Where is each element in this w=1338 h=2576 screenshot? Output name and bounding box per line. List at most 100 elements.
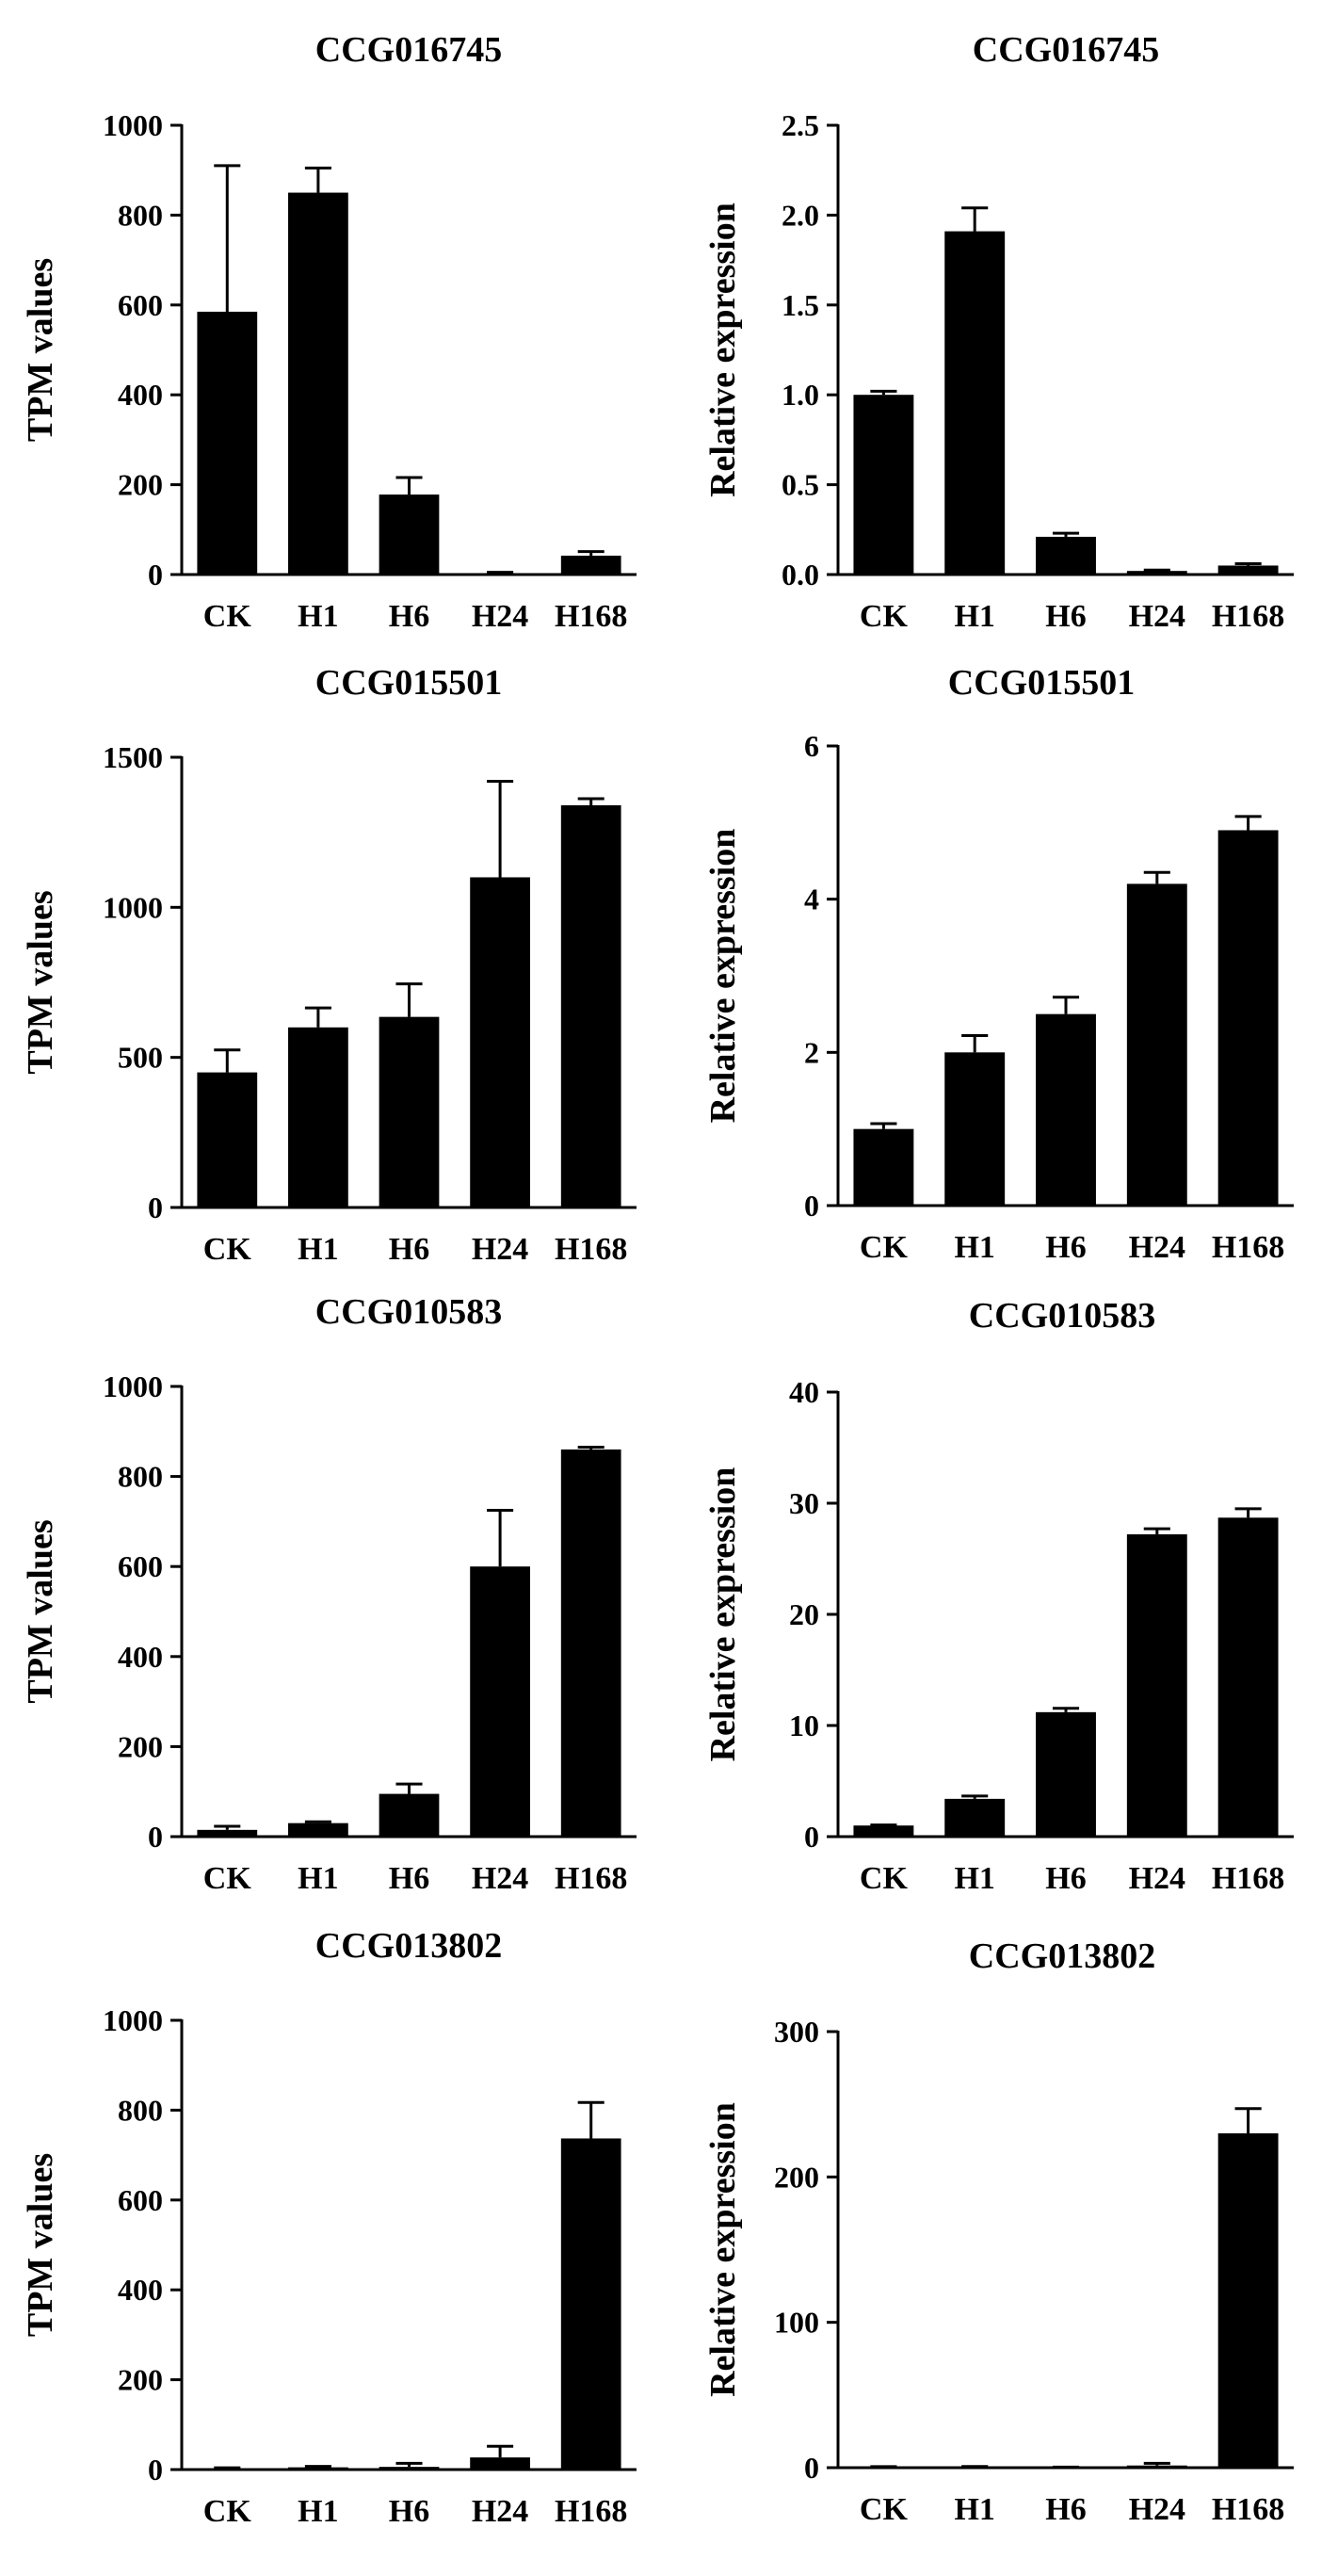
- bar: [1036, 1013, 1096, 1206]
- y-tick-label: 1000: [103, 1369, 163, 1403]
- chart-title: CCG015501: [948, 663, 1135, 703]
- x-tick-label: H1: [298, 599, 338, 634]
- x-tick-label: H24: [1129, 1861, 1185, 1896]
- chart-title: CCG013802: [315, 1926, 502, 1966]
- bar: [288, 2467, 348, 2470]
- y-tick-label: 1.0: [782, 378, 819, 412]
- x-tick-label: H24: [472, 1861, 528, 1896]
- bar: [853, 395, 914, 575]
- x-tick-label: H24: [1129, 1230, 1185, 1265]
- x-tick-label: CK: [860, 599, 909, 634]
- y-tick-label: 0: [804, 2451, 819, 2485]
- chart-panel-3: CCG015501 TPM values 0 500 1000 1500 CK H1 H6 H24…: [21, 663, 637, 1267]
- bar: [379, 494, 440, 575]
- y-tick-label: 2: [804, 1035, 819, 1069]
- x-tick-label: H1: [954, 1230, 994, 1265]
- x-tick-label: H1: [298, 1861, 338, 1896]
- bar: [1036, 1711, 1096, 1837]
- x-tick-label: H168: [1212, 1230, 1284, 1265]
- chart-panel-7: CCG013802 TPM values 0 200 400 600 800 1000 CK H1…: [21, 1926, 637, 2529]
- bar: [379, 1016, 440, 1207]
- x-tick-label: H1: [954, 2492, 994, 2527]
- x-tick-label: H24: [472, 1232, 528, 1267]
- x-tick-label: H6: [389, 1861, 429, 1896]
- x-tick-label: H6: [1045, 1861, 1086, 1896]
- x-tick-label: H24: [472, 2494, 528, 2529]
- bar: [288, 1027, 348, 1207]
- x-tick-label: CK: [860, 1861, 909, 1896]
- bar: [1126, 1534, 1187, 1837]
- y-tick-label: 10: [789, 1709, 819, 1742]
- x-tick-label: H6: [1045, 2492, 1086, 2527]
- bar: [197, 311, 258, 575]
- y-tick-label: 600: [118, 2183, 163, 2217]
- bar: [560, 2138, 621, 2470]
- x-tick-label: H1: [298, 1232, 338, 1267]
- y-tick-label: 300: [774, 2015, 819, 2049]
- y-tick-label: 600: [118, 1549, 163, 1583]
- bar: [1217, 565, 1279, 575]
- chart-panel-1: CCG016745 TPM values 0 200 400 600 800 1000 CK H1…: [21, 30, 637, 634]
- y-axis-label: Relative expression: [703, 203, 743, 497]
- y-axis-label: Relative expression: [703, 1467, 743, 1762]
- bar: [1126, 883, 1187, 1206]
- bar: [197, 1829, 258, 1837]
- y-tick-label: 400: [118, 378, 163, 412]
- x-tick-label: H168: [555, 1861, 627, 1896]
- bar: [470, 573, 530, 575]
- y-tick-label: 600: [118, 288, 163, 322]
- bar: [197, 1072, 258, 1207]
- x-tick-label: H168: [555, 2494, 627, 2529]
- x-tick-label: CK: [203, 1861, 252, 1896]
- chart-title: CCG010583: [969, 1296, 1155, 1336]
- x-tick-label: H6: [1045, 1230, 1086, 1265]
- bar: [560, 804, 621, 1207]
- y-tick-label: 100: [774, 2306, 819, 2340]
- bar: [853, 1128, 914, 1206]
- y-axis-label: Relative expression: [703, 829, 743, 1124]
- chart-title: CCG013802: [969, 1936, 1155, 1976]
- chart-panel-8: CCG013802 Relative expression 0 100 200 300 CK…: [703, 1936, 1294, 2527]
- y-tick-label: 0.5: [782, 468, 819, 502]
- x-tick-label: H24: [1129, 599, 1185, 634]
- chart-title: CCG016745: [315, 30, 502, 70]
- y-tick-label: 0: [148, 1820, 163, 1854]
- bar: [288, 1823, 348, 1837]
- y-axis-label: TPM values: [21, 258, 60, 442]
- y-tick-label: 800: [118, 2093, 163, 2127]
- y-tick-label: 800: [118, 198, 163, 232]
- x-tick-label: H168: [555, 1232, 627, 1267]
- y-tick-label: 20: [789, 1597, 819, 1631]
- y-tick-label: 0: [804, 1820, 819, 1854]
- y-tick-label: 0: [148, 2453, 163, 2487]
- x-tick-label: CK: [203, 2494, 252, 2529]
- bar: [470, 1566, 530, 1837]
- y-axis-label: TPM values: [21, 890, 60, 1074]
- x-tick-label: H6: [389, 599, 429, 634]
- bar: [944, 231, 1006, 575]
- chart-panel-6: CCG010583 Relative expression 0 10 20 30 40 CK H…: [703, 1296, 1294, 1896]
- y-tick-label: 1500: [103, 740, 163, 774]
- bar: [944, 1798, 1006, 1837]
- bar: [1126, 2465, 1187, 2468]
- chart-panel-4: CCG015501 Relative expression 0 2 4 6 CK H1 H6 H2…: [703, 663, 1294, 1265]
- y-axis-label: TPM values: [21, 1519, 60, 1703]
- y-tick-label: 1.5: [782, 288, 819, 322]
- x-tick-label: CK: [203, 599, 252, 634]
- y-tick-label: 400: [118, 1640, 163, 1674]
- y-tick-label: 6: [804, 729, 819, 763]
- bar: [1217, 830, 1279, 1206]
- y-tick-label: 0: [148, 558, 163, 591]
- bar: [560, 555, 621, 575]
- x-tick-label: H1: [298, 2494, 338, 2529]
- bar: [470, 877, 530, 1207]
- x-tick-label: H1: [954, 1861, 994, 1896]
- chart-panel-2: CCG016745 Relative expression 0.0 0.5 1.0 1.5…: [703, 30, 1294, 634]
- y-tick-label: 500: [118, 1041, 163, 1075]
- x-tick-label: H24: [472, 599, 528, 634]
- x-tick-label: H168: [555, 599, 627, 634]
- y-tick-label: 1000: [103, 890, 163, 924]
- chart-title: CCG015501: [315, 663, 502, 703]
- y-tick-label: 200: [118, 468, 163, 502]
- bar: [560, 1449, 621, 1837]
